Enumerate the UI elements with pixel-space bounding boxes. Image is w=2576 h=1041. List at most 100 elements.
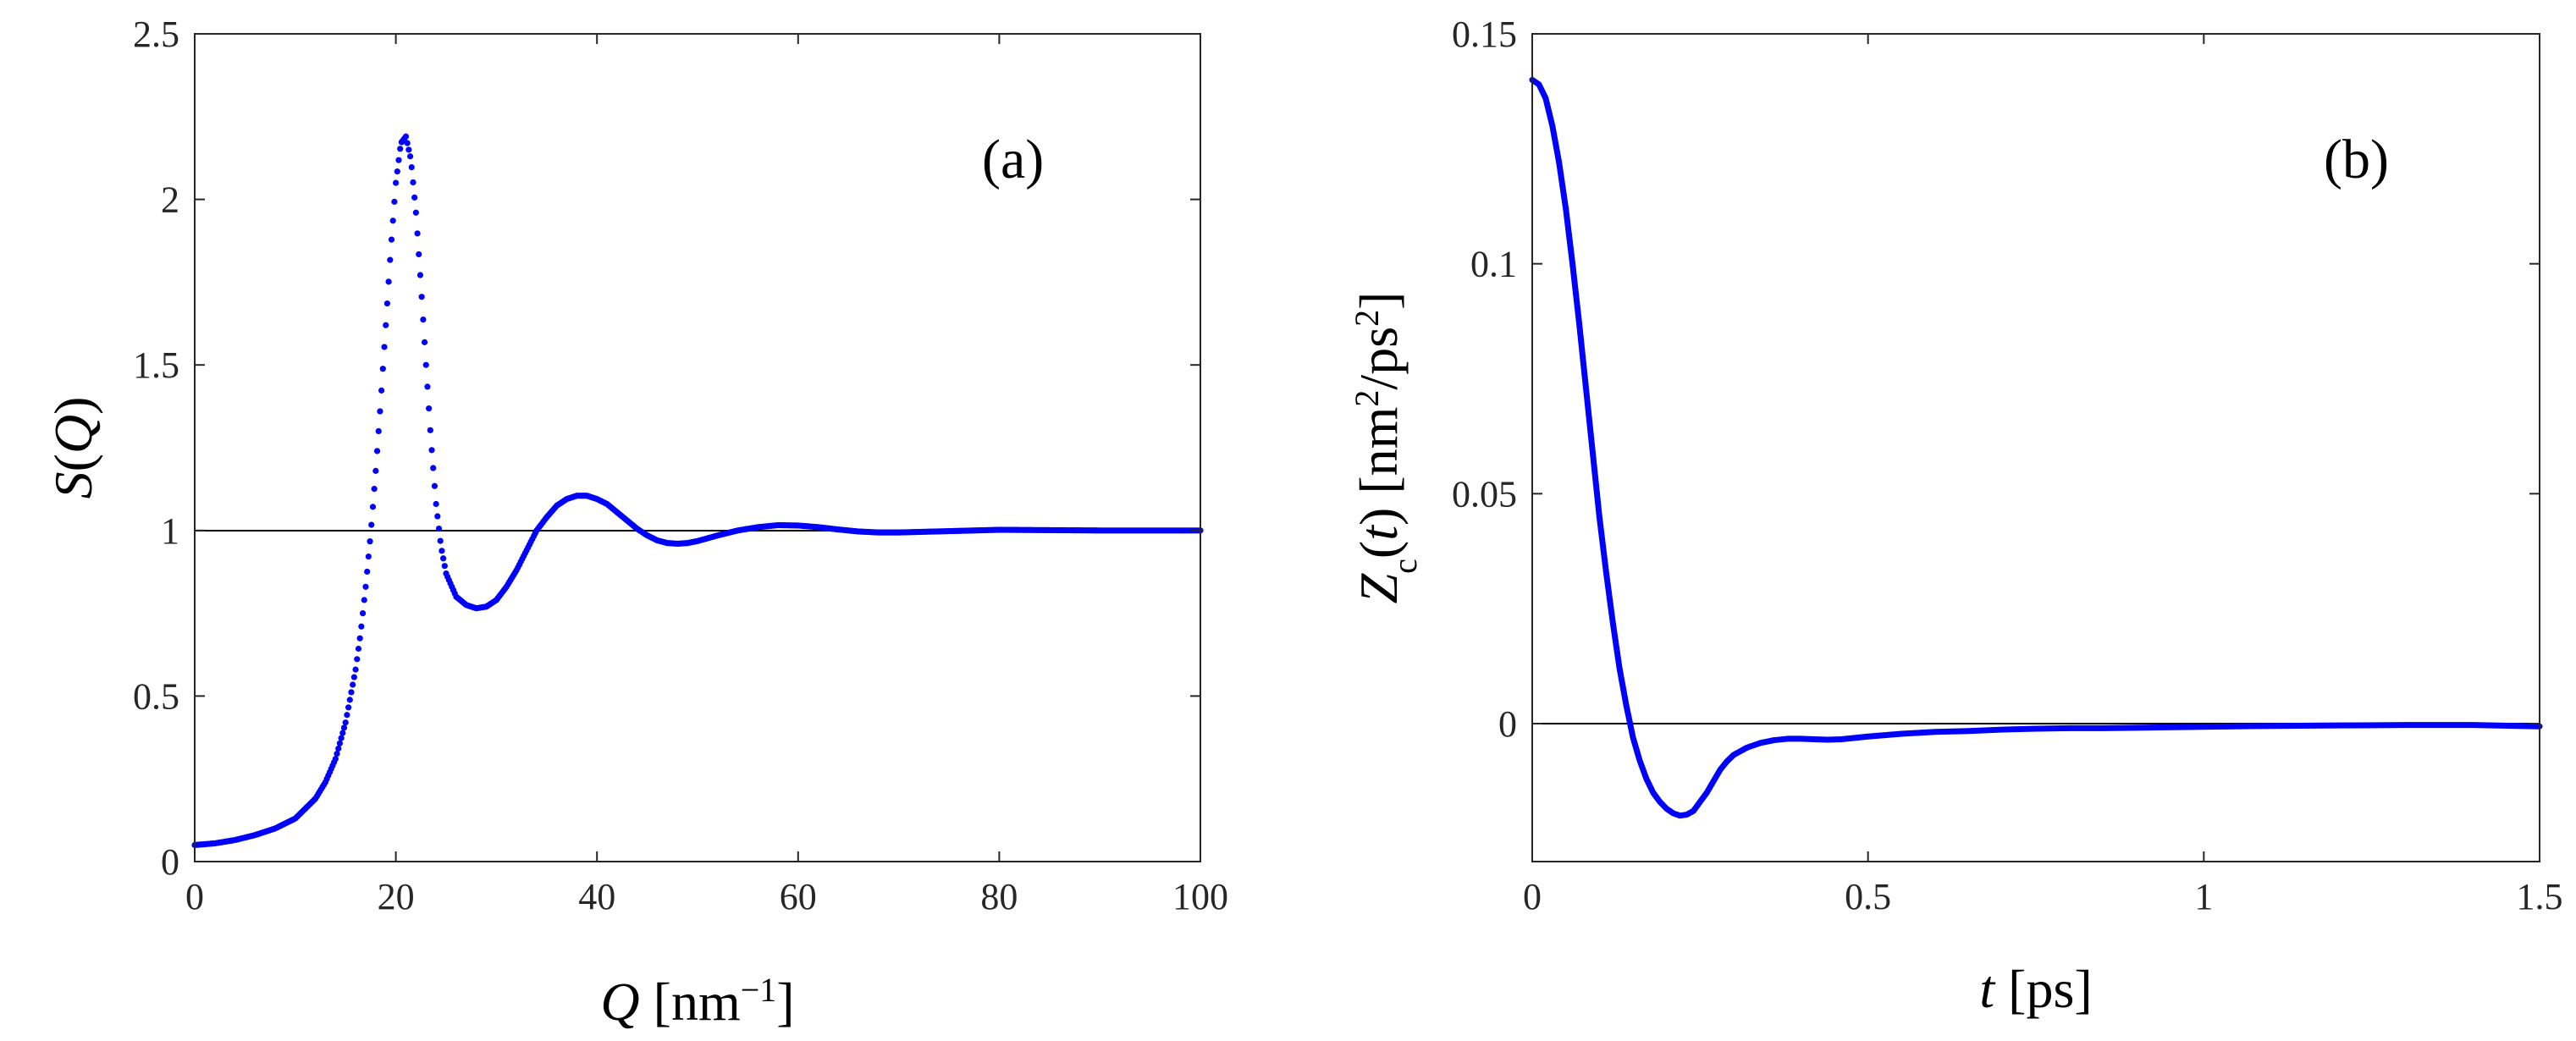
data-point bbox=[365, 553, 372, 560]
data-point bbox=[361, 597, 367, 603]
data-point bbox=[375, 427, 382, 435]
data-point bbox=[388, 236, 395, 243]
y-tick-label: 0.15 bbox=[1452, 14, 1517, 55]
axes-frame-a bbox=[194, 33, 1201, 862]
x-tick-label: 20 bbox=[378, 876, 415, 917]
data-point bbox=[387, 256, 394, 263]
data-point bbox=[405, 146, 412, 153]
data-point bbox=[358, 623, 365, 630]
data-point bbox=[378, 387, 385, 394]
data-point bbox=[418, 294, 425, 300]
x-axis-label-a: Q [nm−1] bbox=[600, 971, 794, 1033]
data-point bbox=[367, 538, 373, 545]
panel-b: 0 0.5 1 1.5 0 0.05 0.1 0.15 t [ps] Zc(t) [nm2/… bbox=[1348, 14, 2563, 1019]
data-point bbox=[364, 568, 371, 576]
x-axis-b: 0 0.5 1 1.5 bbox=[1523, 34, 2563, 917]
data-point bbox=[441, 563, 448, 570]
data-point bbox=[373, 448, 381, 454]
data-point bbox=[414, 230, 421, 237]
data-point bbox=[377, 408, 383, 415]
data-point bbox=[342, 719, 349, 726]
data-point bbox=[355, 645, 362, 653]
data-point bbox=[420, 316, 427, 323]
data-point bbox=[434, 513, 441, 520]
y-tick-label: 0.05 bbox=[1452, 473, 1517, 515]
data-point bbox=[348, 689, 355, 696]
data-point bbox=[379, 366, 386, 372]
data-point bbox=[335, 745, 342, 752]
data-point bbox=[393, 179, 400, 186]
x-tick-label: 100 bbox=[1172, 876, 1228, 917]
data-point bbox=[428, 447, 435, 454]
series-b-line bbox=[1529, 76, 2543, 819]
data-point bbox=[395, 157, 402, 163]
x-axis-label-b: t [ps] bbox=[1979, 959, 2092, 1019]
data-point bbox=[362, 583, 369, 590]
data-point bbox=[356, 635, 363, 642]
data-point bbox=[408, 164, 415, 171]
data-point bbox=[397, 146, 404, 152]
data-point bbox=[422, 361, 429, 368]
y-tick-label: 0 bbox=[1498, 703, 1517, 745]
data-point bbox=[440, 555, 447, 562]
data-point bbox=[391, 198, 398, 205]
data-point bbox=[411, 194, 418, 201]
y-tick-label: 1.5 bbox=[133, 344, 179, 386]
data-point bbox=[372, 467, 379, 474]
data-point bbox=[427, 427, 433, 433]
data-point bbox=[406, 153, 414, 160]
data-point bbox=[402, 133, 410, 140]
x-tick-label: 0.5 bbox=[1845, 876, 1891, 917]
data-point bbox=[431, 482, 439, 489]
data-point bbox=[338, 735, 345, 741]
data-point bbox=[433, 500, 439, 508]
panel-label-b: (b) bbox=[2324, 129, 2389, 190]
data-point bbox=[359, 610, 367, 617]
y-axis-label-a: S(Q) bbox=[43, 397, 103, 499]
data-point bbox=[352, 666, 359, 673]
data-point bbox=[416, 272, 424, 278]
data-point bbox=[332, 756, 339, 763]
y-axis-b: 0 0.05 0.1 0.15 bbox=[1452, 14, 2540, 745]
x-tick-label: 1 bbox=[2194, 876, 2213, 917]
data-point bbox=[354, 656, 361, 663]
data-point bbox=[369, 504, 377, 510]
data-point bbox=[346, 697, 353, 703]
panel-a: 0 20 40 60 80 100 00.511.522.5 Q [nm−1] S(Q) … bbox=[43, 14, 1228, 1032]
y-tick-label: 1 bbox=[161, 510, 179, 552]
data-point bbox=[437, 537, 444, 544]
data-point bbox=[385, 278, 392, 285]
data-point bbox=[421, 339, 428, 345]
data-point bbox=[345, 704, 352, 711]
data-point bbox=[412, 209, 419, 216]
data-point bbox=[371, 486, 378, 493]
y-tick-label: 0.1 bbox=[1470, 244, 1517, 285]
x-tick-label: 0 bbox=[1523, 876, 1542, 917]
data-point bbox=[430, 465, 437, 471]
y-tick-label: 2.5 bbox=[133, 14, 179, 55]
data-point bbox=[389, 218, 396, 224]
data-point bbox=[439, 548, 445, 554]
x-tick-label: 0 bbox=[185, 876, 204, 917]
y-tick-label: 0 bbox=[161, 841, 179, 883]
x-tick-label: 40 bbox=[578, 876, 615, 917]
data-point bbox=[424, 383, 431, 390]
data-point bbox=[435, 525, 443, 532]
y-tick-label: 0.5 bbox=[133, 675, 179, 717]
data-point bbox=[416, 251, 422, 258]
x-tick-label: 60 bbox=[780, 876, 817, 917]
data-point bbox=[381, 344, 388, 350]
x-tick-label: 80 bbox=[980, 876, 1018, 917]
data-point bbox=[426, 405, 433, 412]
data-point bbox=[350, 674, 357, 680]
data-point bbox=[344, 712, 350, 719]
data-point bbox=[339, 730, 346, 736]
y-tick-label: 2 bbox=[161, 179, 179, 221]
series-a-scatter bbox=[191, 133, 1204, 849]
data-point bbox=[336, 740, 344, 746]
data-point bbox=[404, 140, 411, 146]
data-point bbox=[334, 750, 340, 757]
x-axis-a: 0 20 40 60 80 100 bbox=[185, 34, 1228, 917]
y-axis-label-b: Zc(t) [nm2/ps2] bbox=[1348, 292, 1424, 604]
data-point bbox=[368, 521, 375, 528]
